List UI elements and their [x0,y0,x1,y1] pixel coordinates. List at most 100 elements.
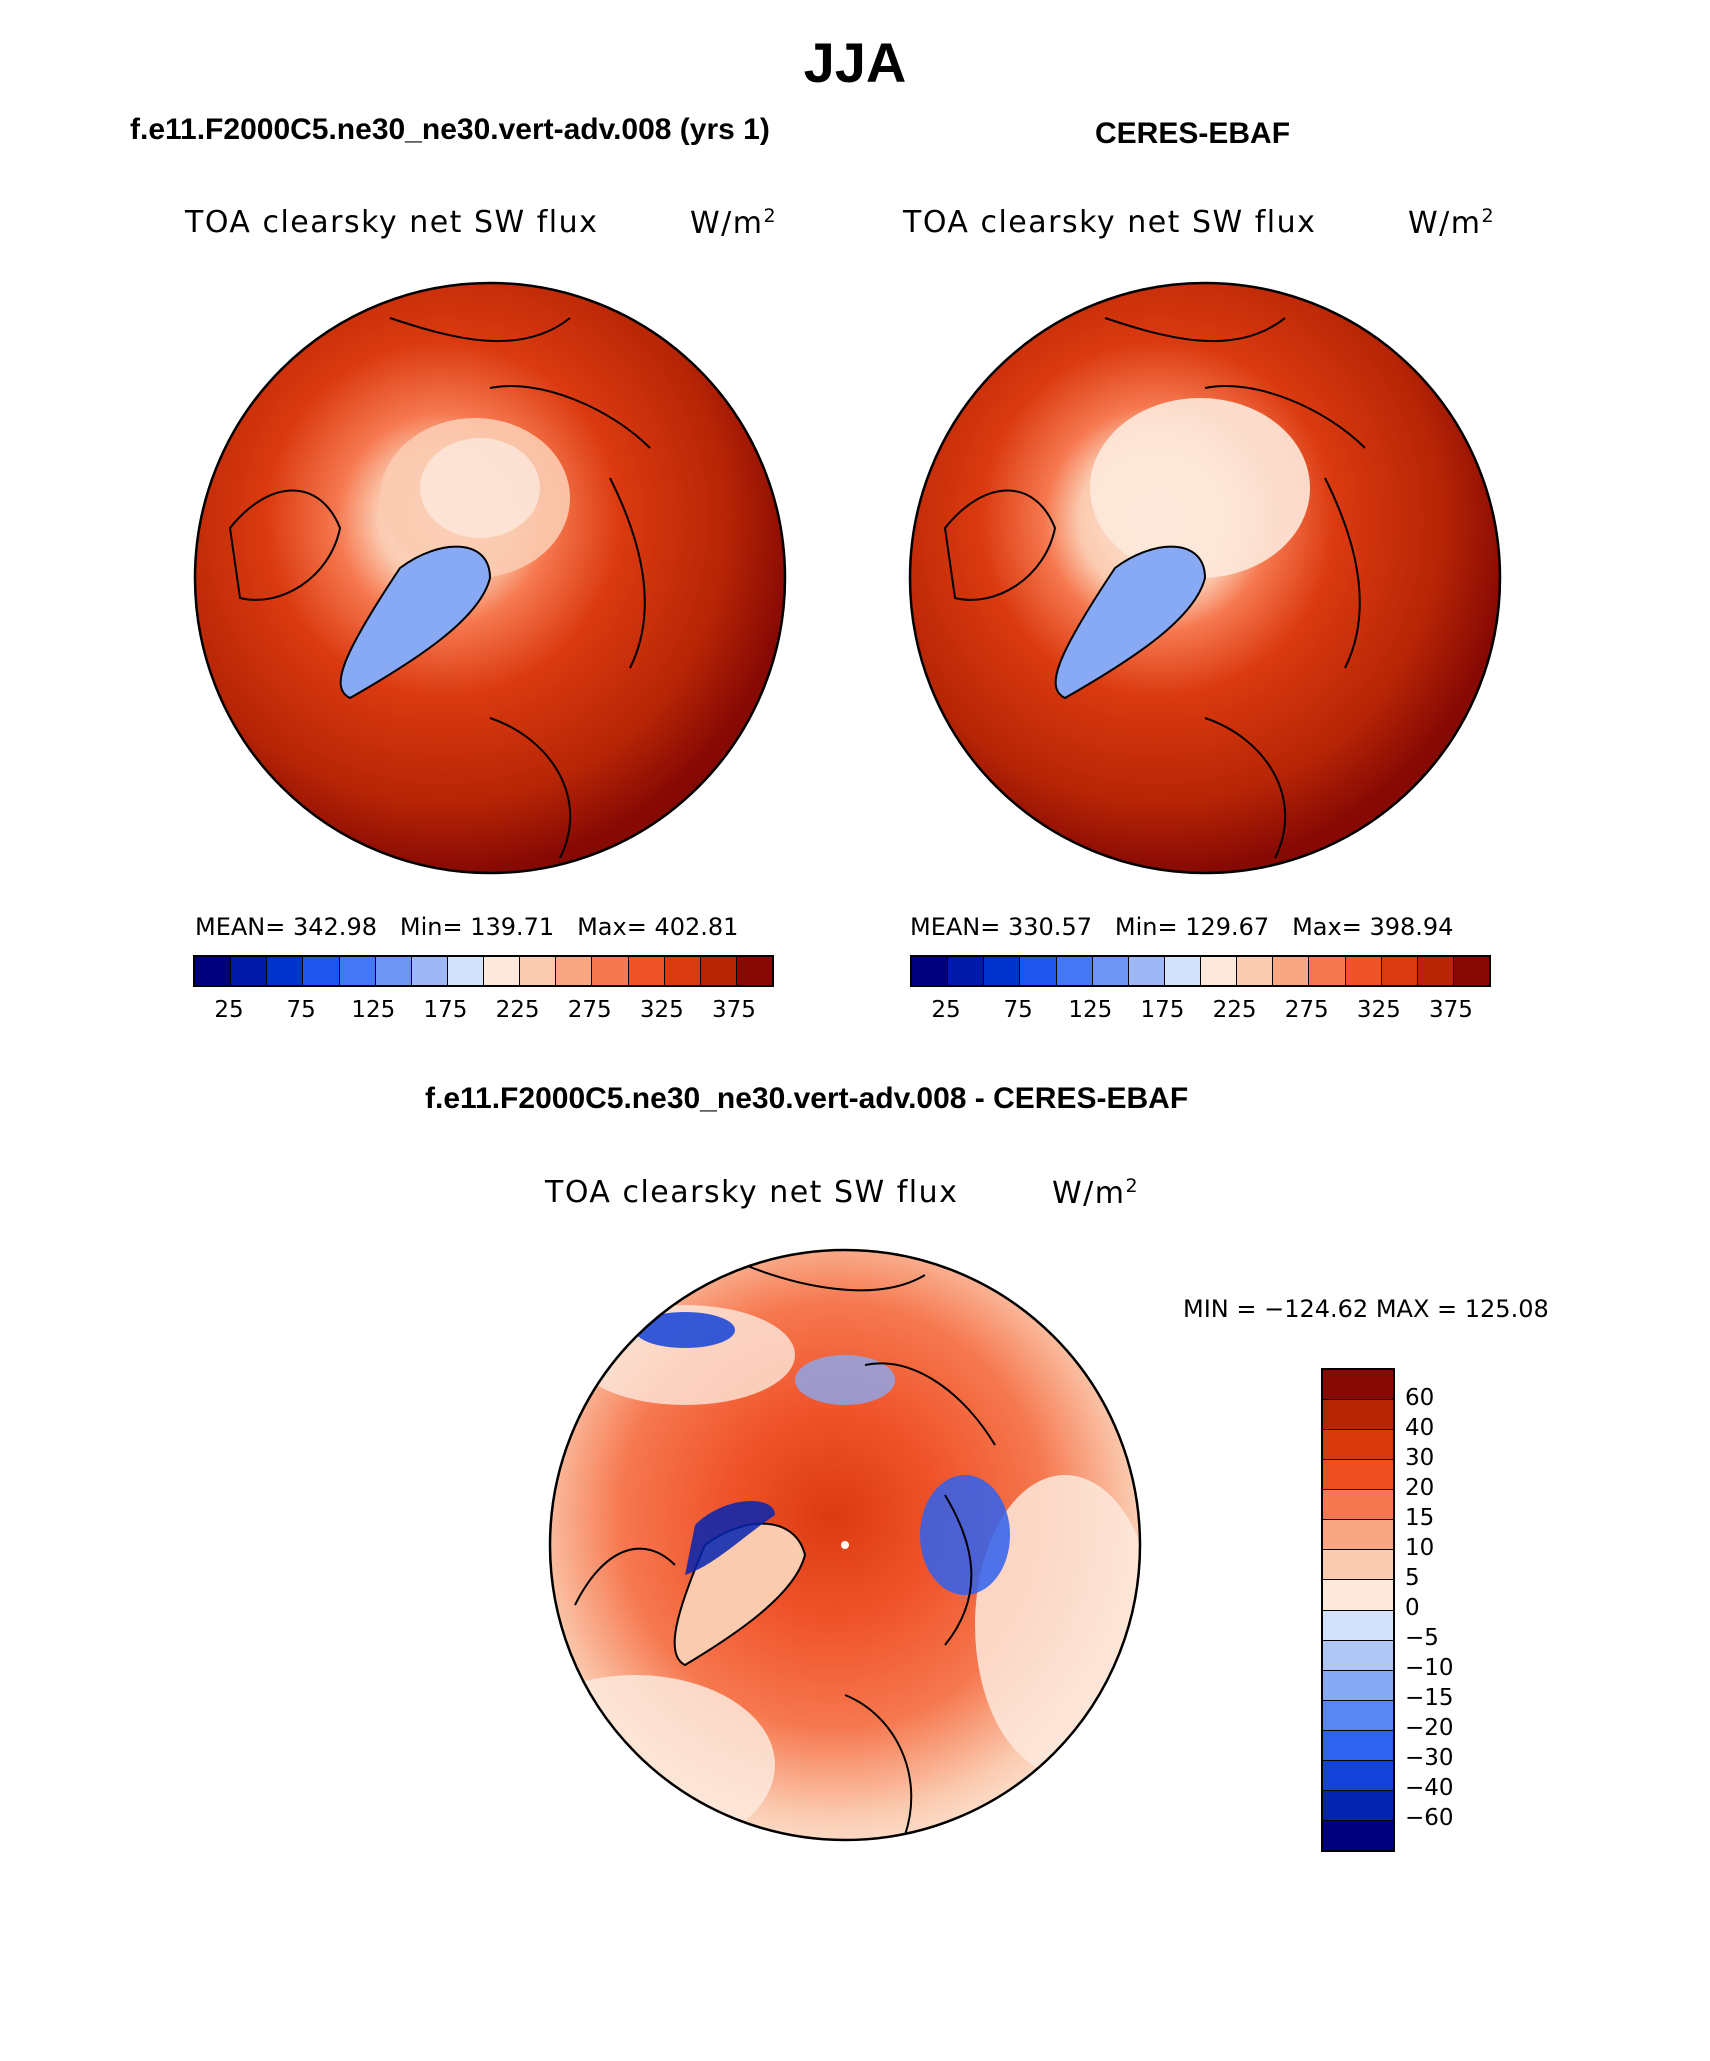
colorbar-swatch [1453,957,1489,985]
colorbar-swatch [628,957,665,985]
panel-2-title: CERES-EBAF [1095,117,1291,150]
panel-2-greenland [1054,545,1207,700]
colorbar-tick-label: 40 [1405,1415,1435,1441]
colorbar-swatch [1323,1580,1393,1611]
colorbar-swatch [1323,1370,1393,1401]
colorbar-tick-label: 25 [931,997,961,1023]
panel-1-coast-eurasia [389,317,651,859]
colorbar-swatch [1128,957,1165,985]
colorbar-tick-label: 225 [495,997,540,1023]
colorbar-swatch [1381,957,1418,985]
colorbar-swatch [1323,1520,1393,1551]
panel-1-unit: W/m2 [690,205,778,241]
colorbar-tick-label: 75 [1003,997,1033,1023]
colorbar-swatch [1323,1400,1393,1431]
colorbar-swatch [1273,957,1310,985]
panel-1-greenland [339,545,492,700]
colorbar-swatch [1323,1700,1393,1731]
diff-polar-map [548,1248,1142,1842]
colorbar-swatch [1323,1790,1393,1821]
colorbar-swatch [1323,1640,1393,1671]
colorbar-swatch [303,957,340,985]
colorbar-tick-label: 325 [1356,997,1401,1023]
colorbar-swatch [1323,1460,1393,1491]
panel-1-polar-map [193,281,787,875]
colorbar-tick-label: 15 [1405,1505,1435,1531]
colorbar-swatch [948,957,985,985]
colorbar-swatch [1323,1610,1393,1641]
diff-coastlines [574,1264,996,1836]
colorbar-tick-label: 375 [1428,997,1473,1023]
colorbar-tick-label: −20 [1405,1715,1454,1741]
colorbar-swatch [267,957,304,985]
panel-2-variable: TOA clearsky net SW flux [903,205,1317,240]
panel-2-unit: W/m2 [1408,205,1496,241]
colorbar-tick-label: 30 [1405,1445,1435,1471]
colorbar-swatch [339,957,376,985]
colorbar-swatch [1020,957,1057,985]
colorbar-swatch [484,957,521,985]
colorbar-swatch [984,957,1021,985]
panel-1-variable: TOA clearsky net SW flux [185,205,599,240]
colorbar-tick-label: 125 [1068,997,1113,1023]
colorbar-swatch [1201,957,1238,985]
colorbar-tick-label: 375 [711,997,756,1023]
colorbar-tick-label: 175 [1140,997,1185,1023]
colorbar-swatch [231,957,268,985]
colorbar-swatch [592,957,629,985]
colorbar-swatch [1323,1430,1393,1461]
colorbar-tick-label: 225 [1212,997,1257,1023]
colorbar-swatch [447,957,484,985]
colorbar-swatch [411,957,448,985]
panel-1-coast-america [228,489,342,601]
colorbar-swatch [1323,1490,1393,1521]
colorbar-swatch [1092,957,1129,985]
colorbar-swatch [556,957,593,985]
colorbar-tick-label: −30 [1405,1745,1454,1771]
colorbar-swatch [700,957,737,985]
diff-panel-unit: W/m2 [1052,1175,1140,1211]
colorbar-swatch [736,957,772,985]
colorbar-tick-label: 25 [214,997,244,1023]
colorbar-swatch [1323,1760,1393,1791]
panel-1-colorbar [193,955,774,987]
colorbar-tick-label: 275 [567,997,612,1023]
colorbar-tick-label: 5 [1405,1565,1420,1591]
colorbar-tick-label: 175 [423,997,468,1023]
panel-2-polar-map [908,281,1502,875]
colorbar-swatch [195,957,232,985]
colorbar-tick-label: −60 [1405,1805,1454,1831]
diff-panel-variable: TOA clearsky net SW flux [545,1175,959,1210]
diff-minmax: MIN = −124.62 MAX = 125.08 [1183,1295,1549,1323]
colorbar-tick-label: 75 [286,997,316,1023]
colorbar-tick-label: −40 [1405,1775,1454,1801]
panel-1-stats: MEAN= 342.98 Min= 139.71 Max= 402.81 [195,913,739,941]
colorbar-tick-label: −5 [1405,1625,1439,1651]
colorbar-tick-label: 125 [351,997,396,1023]
colorbar-swatch [1164,957,1201,985]
colorbar-tick-label: −15 [1405,1685,1454,1711]
panel-2-coast-america [943,489,1057,601]
colorbar-swatch [1237,957,1274,985]
main-title: JJA [803,31,907,94]
colorbar-swatch [375,957,412,985]
colorbar-swatch [1056,957,1093,985]
colorbar-swatch [1323,1730,1393,1761]
panel-2-stats: MEAN= 330.57 Min= 129.67 Max= 398.94 [910,913,1454,941]
panel-2-coast-eurasia [1104,317,1366,859]
diff-panel-title: f.e11.F2000C5.ne30_ne30.vert-adv.008 - C… [425,1082,1189,1115]
colorbar-swatch [1345,957,1382,985]
colorbar-swatch [1323,1670,1393,1701]
colorbar-tick-label: 10 [1405,1535,1435,1561]
colorbar-swatch [1309,957,1346,985]
colorbar-tick-label: −10 [1405,1655,1454,1681]
colorbar-swatch [1417,957,1454,985]
panel-2-colorbar [910,955,1491,987]
colorbar-tick-label: 275 [1284,997,1329,1023]
colorbar-tick-label: 60 [1405,1385,1435,1411]
colorbar-swatch [912,957,949,985]
colorbar-swatch [664,957,701,985]
diff-colorbar [1321,1368,1395,1852]
colorbar-swatch [1323,1820,1393,1850]
colorbar-swatch [1323,1550,1393,1581]
